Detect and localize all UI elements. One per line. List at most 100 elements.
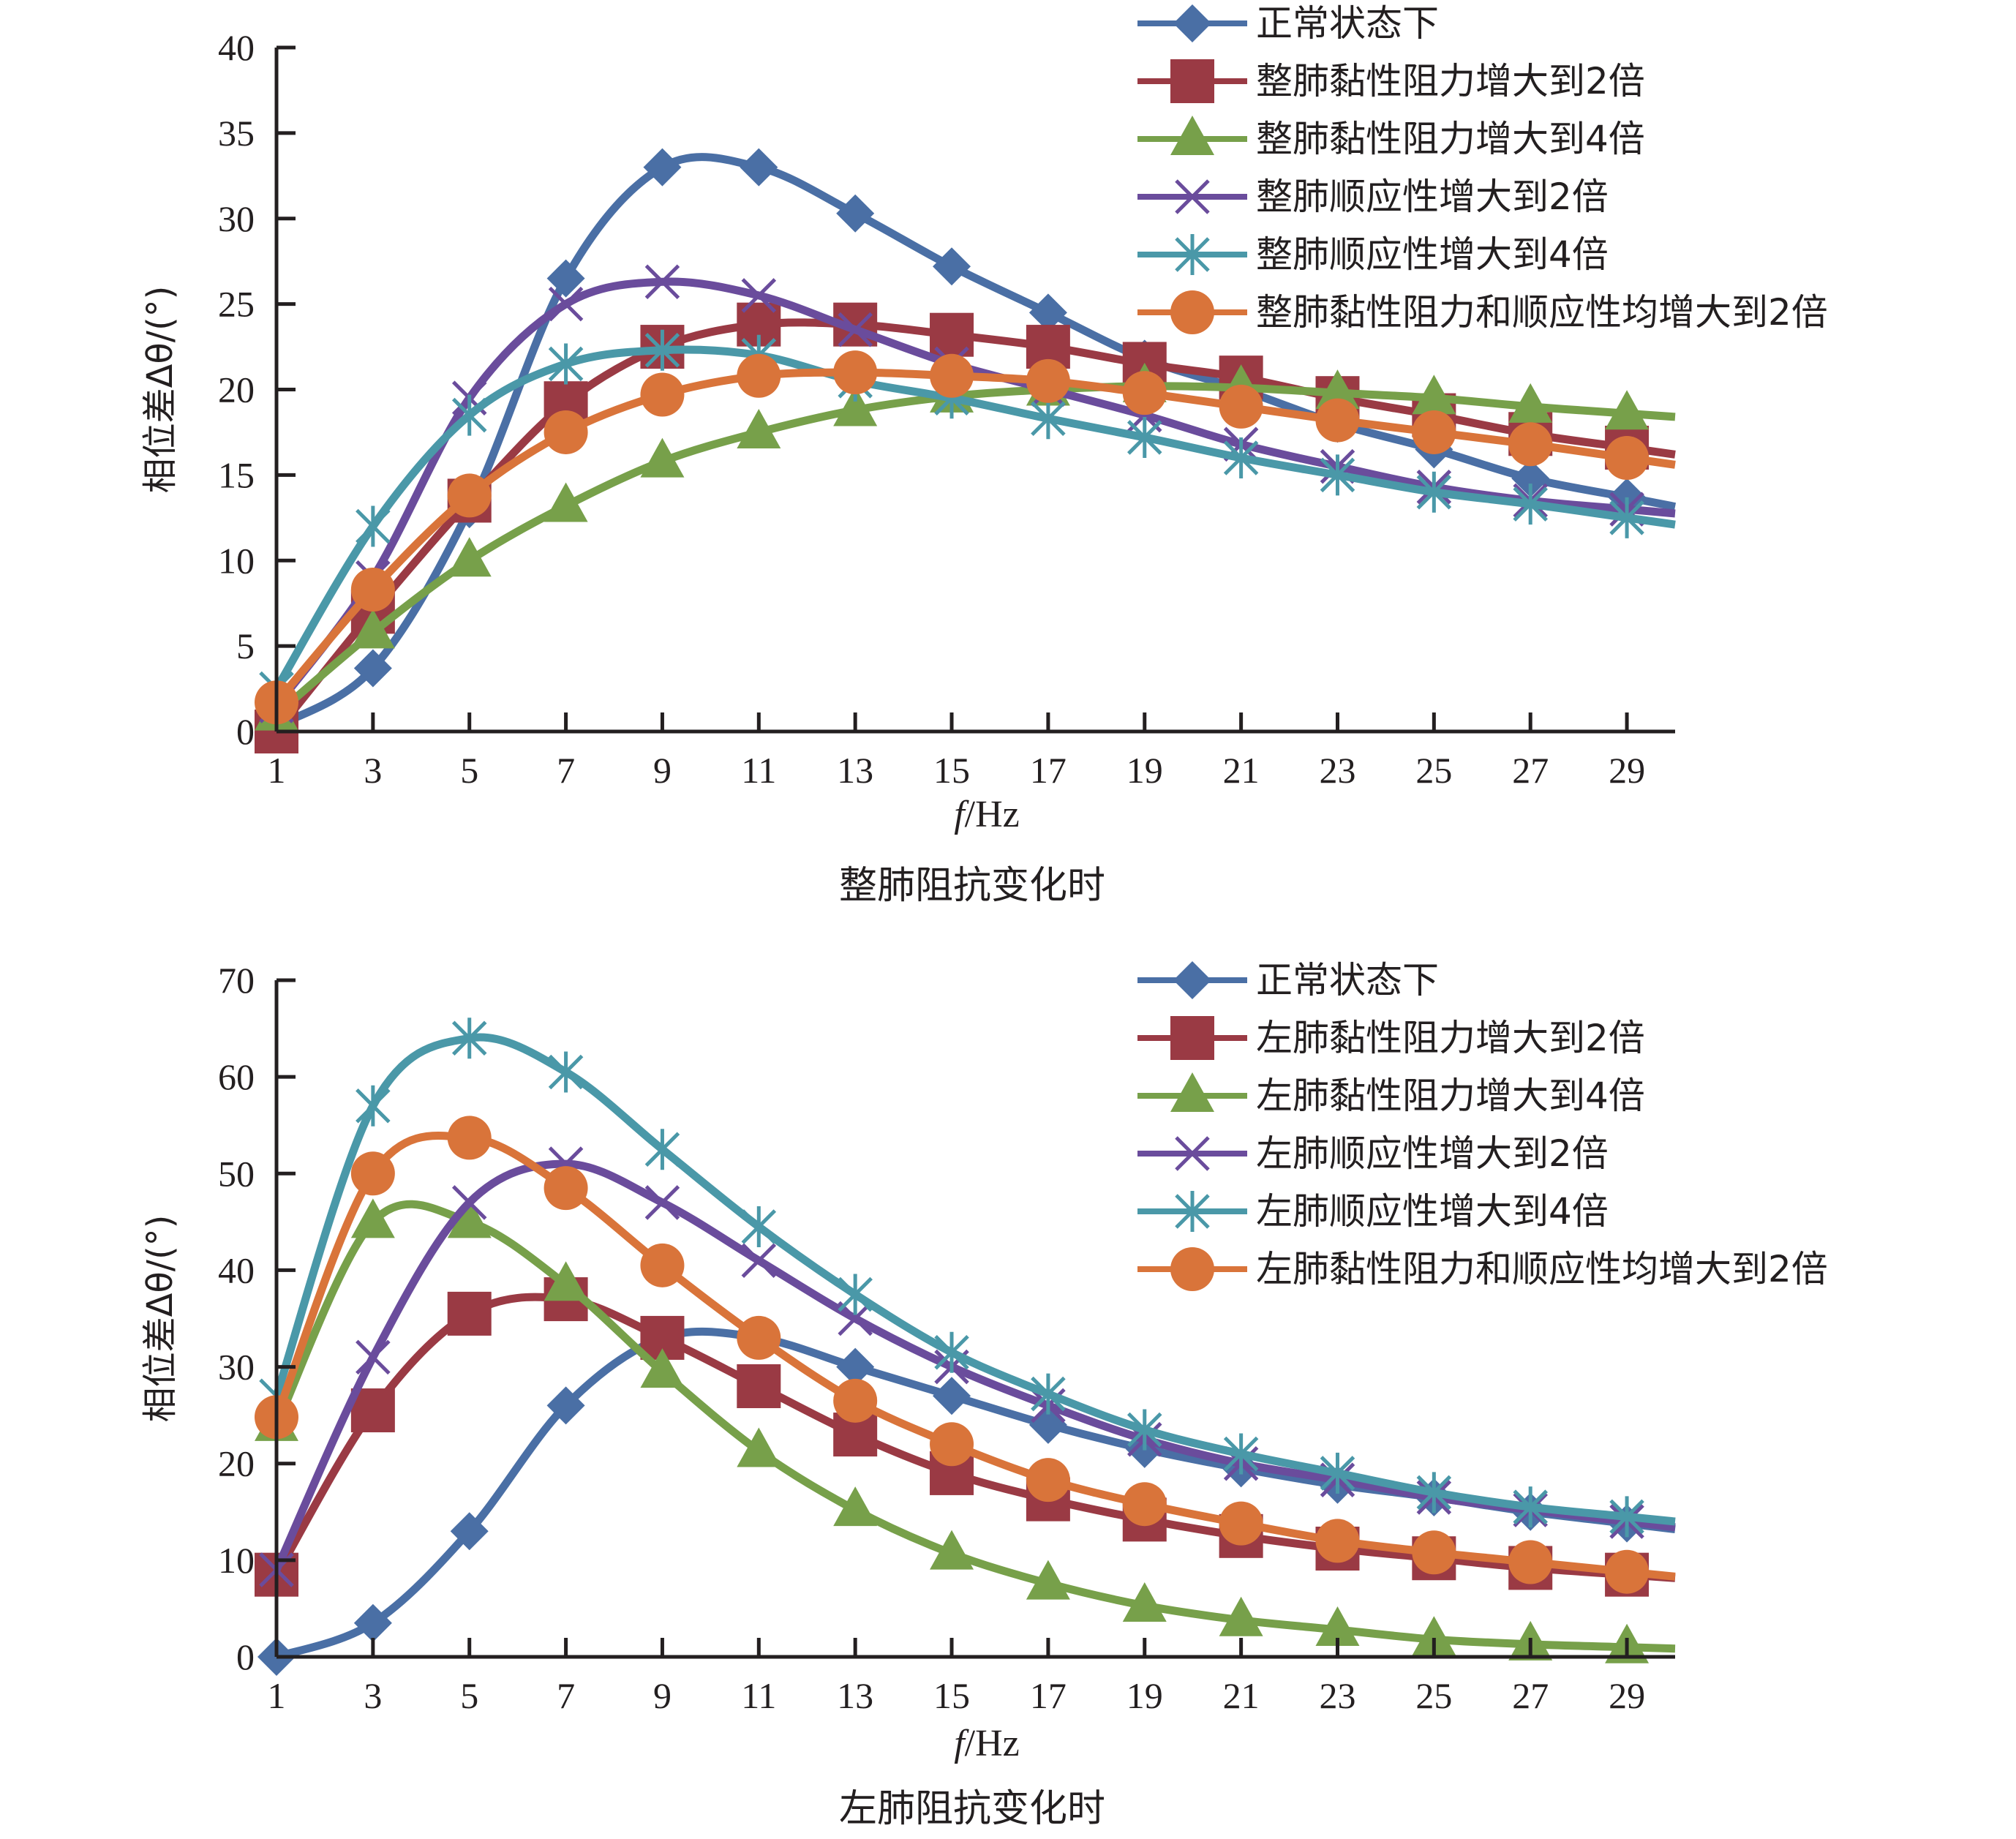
data-point xyxy=(1127,1409,1162,1451)
legend-marker-icon xyxy=(1175,1191,1210,1232)
legend-item: 整肺顺应性增大到4倍 xyxy=(1137,233,1609,276)
data-point xyxy=(1031,398,1066,440)
legend-marker-icon xyxy=(1173,961,1211,999)
data-point xyxy=(640,1243,685,1287)
data-point xyxy=(737,353,781,398)
data-point xyxy=(644,329,680,371)
data-point xyxy=(1315,1606,1360,1646)
y-tick-label: 35 xyxy=(218,113,255,154)
data-point xyxy=(447,473,492,518)
data-point xyxy=(933,247,971,286)
x-tick-label: 5 xyxy=(460,1675,478,1716)
data-point xyxy=(1026,1560,1070,1600)
x-tick-label: 9 xyxy=(653,750,672,791)
data-point xyxy=(836,194,875,233)
data-point xyxy=(1320,1452,1355,1494)
data-point xyxy=(740,148,778,187)
data-point xyxy=(737,1427,781,1467)
data-point xyxy=(930,1530,974,1570)
data-point xyxy=(930,353,974,398)
data-point xyxy=(1031,1373,1066,1415)
data-point xyxy=(1508,383,1553,423)
data-point xyxy=(833,386,878,426)
series-line xyxy=(272,1033,1676,1526)
x-tick-label: 11 xyxy=(741,1675,776,1716)
data-point xyxy=(1605,1549,1650,1594)
y-tick-label: 20 xyxy=(218,1443,255,1484)
x-tick-label: 11 xyxy=(741,750,776,791)
chart-caption: 左肺阻抗变化时 xyxy=(839,1787,1105,1831)
legend-label: 左肺顺应性增大到4倍 xyxy=(1256,1190,1609,1233)
data-point xyxy=(451,1185,487,1220)
data-point xyxy=(1315,398,1360,443)
legend-label: 整肺黏性阻力和顺应性均增大到2倍 xyxy=(1256,291,1828,334)
data-point xyxy=(1609,1496,1644,1538)
data-point xyxy=(356,1085,391,1127)
data-point xyxy=(640,372,685,417)
legend-marker-icon xyxy=(1175,1136,1210,1171)
legend-marker-icon xyxy=(1170,59,1214,103)
y-tick-label: 25 xyxy=(218,284,255,325)
data-point xyxy=(1609,497,1644,538)
y-tick-label: 10 xyxy=(218,540,255,581)
legend-item: 左肺黏性阻力增大到2倍 xyxy=(1137,1016,1645,1060)
data-point xyxy=(1513,1486,1548,1528)
data-point xyxy=(447,1116,492,1160)
data-point xyxy=(838,1301,873,1336)
legend-item: 左肺黏性阻力增大到4倍 xyxy=(1137,1072,1645,1117)
y-tick-label: 10 xyxy=(218,1540,255,1581)
data-point xyxy=(544,410,588,454)
y-tick-label: 0 xyxy=(236,1636,255,1677)
data-point xyxy=(546,259,585,298)
x-tick-label: 27 xyxy=(1512,750,1549,791)
series-5 xyxy=(255,1116,1676,1594)
legend-label: 左肺顺应性增大到2倍 xyxy=(1256,1132,1609,1175)
x-tick-label: 13 xyxy=(837,750,873,791)
x-tick-label: 17 xyxy=(1030,1675,1067,1716)
series-4 xyxy=(259,1018,1676,1538)
data-point xyxy=(1122,1582,1167,1622)
data-point xyxy=(640,437,685,478)
data-point xyxy=(350,567,395,612)
x-tick-label: 23 xyxy=(1319,750,1355,791)
data-point xyxy=(350,1151,395,1196)
x-tick-label: 29 xyxy=(1609,1675,1645,1716)
data-point xyxy=(1416,471,1452,513)
data-point xyxy=(1223,437,1259,478)
data-point xyxy=(1223,1433,1259,1475)
legend-label: 正常状态下 xyxy=(1256,959,1439,1001)
data-point xyxy=(833,1378,878,1423)
data-point xyxy=(1315,1519,1360,1563)
legend: 正常状态下左肺黏性阻力增大到2倍左肺黏性阻力增大到4倍左肺顺应性增大到2倍左肺顺… xyxy=(1137,959,1828,1291)
data-point xyxy=(1026,1458,1070,1503)
data-point xyxy=(838,312,873,347)
series-line xyxy=(273,1293,1676,1582)
y-tick-label: 50 xyxy=(218,1153,255,1194)
legend-item: 正常状态下 xyxy=(1137,2,1439,45)
legend-item: 左肺黏性阻力和顺应性均增大到2倍 xyxy=(1137,1247,1828,1291)
x-axis-title: f/Hz xyxy=(954,1723,1020,1764)
legend-marker-icon xyxy=(1175,234,1210,275)
data-point xyxy=(353,649,392,688)
data-point xyxy=(1028,293,1067,332)
data-point xyxy=(737,1364,781,1408)
data-point xyxy=(640,1348,685,1388)
legend-label: 左肺黏性阻力和顺应性均增大到2倍 xyxy=(1256,1248,1828,1290)
legend-label: 左肺黏性阻力增大到2倍 xyxy=(1256,1017,1645,1059)
legend-label: 整肺黏性阻力增大到2倍 xyxy=(1256,60,1645,102)
data-point xyxy=(1320,454,1355,496)
data-point xyxy=(544,1261,588,1301)
data-point xyxy=(1605,390,1650,430)
data-point xyxy=(548,343,584,385)
y-tick-label: 30 xyxy=(218,1347,255,1388)
x-tick-label: 1 xyxy=(268,1675,286,1716)
x-tick-label: 21 xyxy=(1223,750,1260,791)
data-point xyxy=(1219,384,1263,429)
data-point xyxy=(353,1603,392,1642)
y-tick-label: 15 xyxy=(218,454,255,495)
x-tick-label: 7 xyxy=(557,750,575,791)
x-tick-label: 17 xyxy=(1030,750,1067,791)
